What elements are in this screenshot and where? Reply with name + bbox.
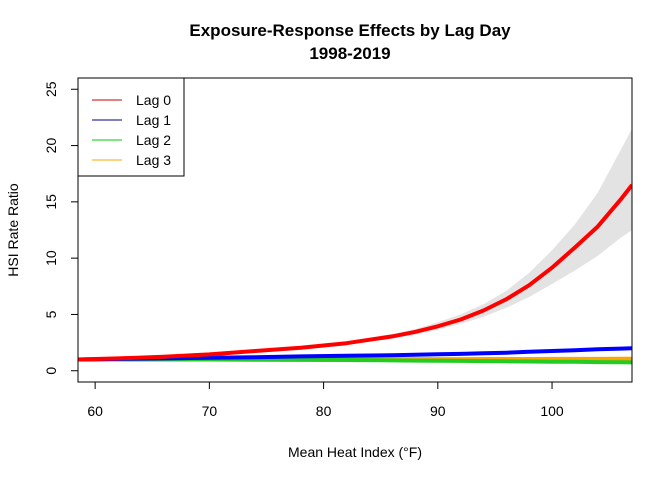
x-axis-label: Mean Heat Index (°F): [288, 444, 422, 460]
y-tick-label: 5: [43, 310, 59, 318]
x-tick-label: 70: [202, 403, 218, 419]
chart-subtitle: 1998-2019: [309, 44, 390, 63]
y-tick-label: 25: [43, 81, 59, 97]
x-tick-label: 80: [316, 403, 332, 419]
x-axis: 60 70 80 90 100: [87, 381, 564, 419]
y-tick-label: 20: [43, 138, 59, 154]
x-tick-label: 60: [87, 403, 103, 419]
y-axis-label: HSI Rate Ratio: [5, 183, 21, 277]
legend-label: Lag 3: [136, 152, 171, 168]
chart-title: Exposure-Response Effects by Lag Day: [189, 21, 511, 40]
x-tick-label: 100: [540, 403, 564, 419]
series-line-lag-1: [78, 346, 632, 362]
y-tick-label: 15: [43, 194, 59, 210]
confidence-band: [78, 128, 632, 360]
legend: Lag 0 Lag 1 Lag 2 Lag 3: [77, 77, 185, 177]
legend-label: Lag 2: [136, 132, 171, 148]
series-line-lag-0: [78, 183, 632, 362]
legend-label: Lag 1: [136, 112, 171, 128]
y-tick-label: 10: [43, 250, 59, 266]
x-tick-label: 90: [430, 403, 446, 419]
y-axis: 0 5 10 15 20 25: [43, 81, 79, 375]
legend-label: Lag 0: [136, 92, 171, 108]
plot-area: [78, 128, 632, 365]
y-tick-label: 0: [43, 367, 59, 375]
